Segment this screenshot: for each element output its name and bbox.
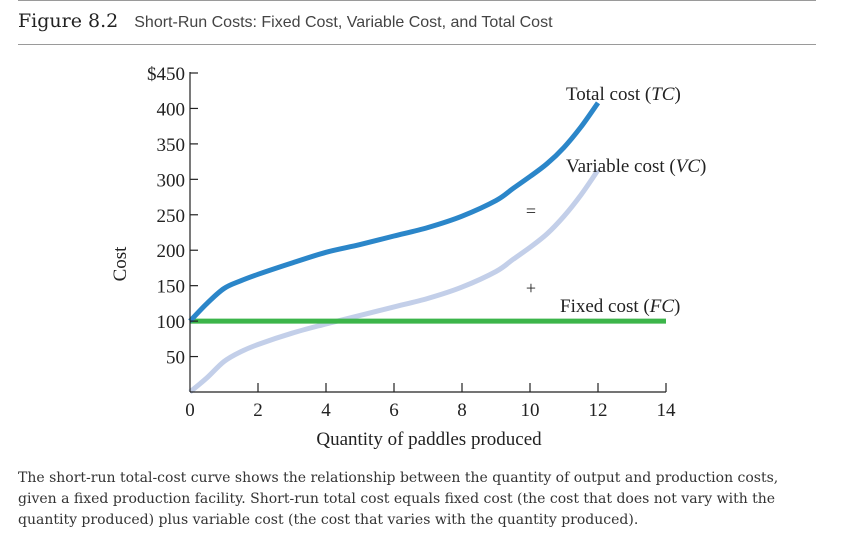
series-label-fixed-cost: Fixed cost (FC) xyxy=(560,296,680,317)
series-label-variable-cost: Variable cost (VC) xyxy=(566,156,706,177)
figure-header: Figure 8.2 Short-Run Costs: Fixed Cost, … xyxy=(18,10,553,32)
top-rule xyxy=(18,0,816,1)
annotation-plus: + xyxy=(526,278,536,298)
annotation-equals: = xyxy=(526,201,536,221)
figure-caption: The short-run total-cost curve shows the… xyxy=(18,470,779,528)
y-tick-label: 200 xyxy=(157,241,186,262)
y-tick-label: 300 xyxy=(157,170,186,191)
variable-cost-line xyxy=(188,168,601,394)
chart-labels: Total cost (TC) Variable cost (VC) Fixed… xyxy=(110,84,706,450)
figure-title: Short-Run Costs: Fixed Cost, Variable Co… xyxy=(134,14,553,31)
x-tick-label: 8 xyxy=(457,400,467,421)
total-cost-line xyxy=(188,101,601,323)
y-tick-label: 50 xyxy=(166,348,185,369)
x-tick-label: 10 xyxy=(521,400,540,421)
x-axis-label: Quantity of paddles produced xyxy=(316,429,542,450)
y-tick-label: 350 xyxy=(157,135,186,156)
series-label-total-cost: Total cost (TC) xyxy=(566,84,681,105)
y-tick-label: 400 xyxy=(157,99,186,120)
y-tick-label: 250 xyxy=(157,206,186,227)
x-tick-label: 4 xyxy=(321,400,331,421)
series-lines xyxy=(188,101,666,394)
cost-chart: 50 100 150 200 250 300 350 400 $450 0 2 4 6 8 10 12 14 T… xyxy=(110,64,706,450)
x-tick-label: 14 xyxy=(657,400,677,421)
x-tick-label: 12 xyxy=(589,400,608,421)
header-rule xyxy=(18,44,816,45)
x-tick-label: 6 xyxy=(389,400,399,421)
x-tick-label: 2 xyxy=(253,400,263,421)
y-tick-label: 100 xyxy=(157,312,186,333)
y-axis-label: Cost xyxy=(110,246,131,282)
x-tick-label: 0 xyxy=(185,400,195,421)
y-tick-label: $450 xyxy=(147,64,185,85)
axes: 50 100 150 200 250 300 350 400 $450 0 2 4 6 8 10 12 14 xyxy=(147,64,676,421)
y-tick-label: 150 xyxy=(157,277,186,298)
figure-label: Figure 8.2 xyxy=(18,10,119,32)
